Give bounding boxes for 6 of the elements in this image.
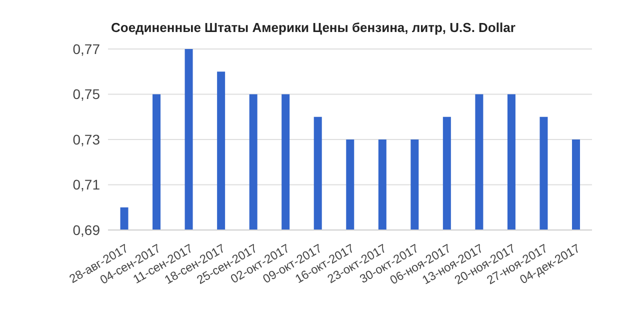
y-tick-label: 0,69 — [72, 222, 100, 238]
chart-title: Соединенные Штаты Америки Цены бензина, литр, U.S. Dollar — [111, 20, 516, 35]
y-tick-label: 0,75 — [72, 86, 100, 102]
y-tick-label: 0,71 — [72, 176, 100, 193]
y-tick-label: 0,73 — [72, 131, 100, 148]
y-tick-label: 0,77 — [72, 40, 100, 57]
